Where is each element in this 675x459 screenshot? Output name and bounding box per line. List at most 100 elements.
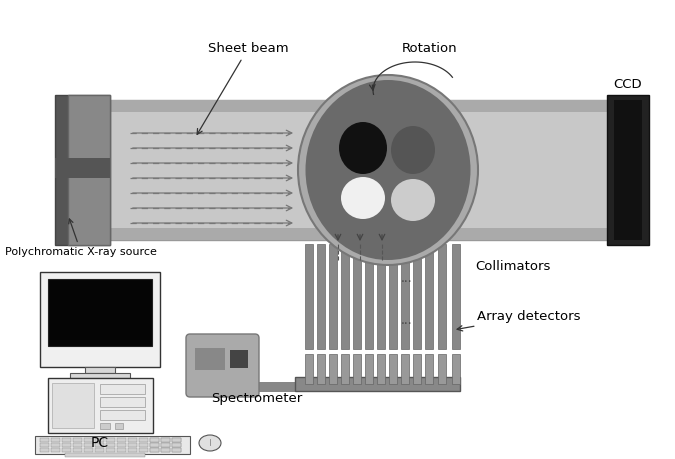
Bar	[614, 100, 642, 240]
Bar	[117, 438, 126, 442]
Bar	[161, 438, 170, 442]
Bar	[139, 448, 148, 452]
Bar	[377, 354, 385, 384]
Bar	[106, 443, 115, 447]
Ellipse shape	[391, 179, 435, 221]
Bar	[68, 228, 613, 240]
Text: ...: ...	[401, 313, 413, 326]
Bar	[84, 438, 93, 442]
Bar	[452, 244, 460, 349]
Bar	[230, 350, 248, 368]
Bar	[51, 448, 60, 452]
Bar	[172, 443, 181, 447]
Bar	[100, 397, 145, 407]
Bar	[161, 443, 170, 447]
Bar	[452, 354, 460, 384]
Bar	[329, 244, 337, 349]
Bar	[353, 354, 361, 384]
Bar	[100, 410, 145, 420]
Bar	[40, 448, 49, 452]
Bar	[62, 443, 71, 447]
Ellipse shape	[298, 75, 478, 265]
Text: PC: PC	[91, 436, 109, 450]
Bar	[117, 448, 126, 452]
Bar	[84, 443, 93, 447]
Bar	[329, 354, 337, 384]
Bar	[106, 448, 115, 452]
Bar	[150, 438, 159, 442]
Bar	[413, 354, 421, 384]
Bar	[100, 423, 110, 429]
Bar	[305, 354, 313, 384]
Bar	[100, 384, 145, 394]
Bar	[438, 244, 446, 349]
Bar	[195, 348, 225, 370]
Bar	[55, 95, 110, 245]
Ellipse shape	[341, 177, 385, 219]
Ellipse shape	[199, 435, 221, 451]
Bar	[106, 438, 115, 442]
Bar	[413, 244, 421, 349]
Bar	[317, 244, 325, 349]
Bar	[62, 438, 71, 442]
Bar	[95, 448, 104, 452]
Bar	[68, 100, 613, 240]
Bar	[68, 95, 110, 245]
Bar	[172, 448, 181, 452]
Bar	[85, 367, 115, 373]
Text: ...: ...	[401, 272, 413, 285]
Bar	[365, 244, 373, 349]
Bar	[377, 244, 385, 349]
Bar	[172, 438, 181, 442]
Text: Sheet beam: Sheet beam	[197, 42, 288, 134]
Bar	[365, 354, 373, 384]
Text: Rotation: Rotation	[402, 42, 458, 55]
Bar	[305, 244, 313, 349]
Bar	[115, 423, 123, 429]
Bar	[425, 354, 433, 384]
Bar	[150, 443, 159, 447]
Bar	[425, 244, 433, 349]
Bar	[150, 448, 159, 452]
Bar	[52, 383, 94, 428]
Ellipse shape	[391, 126, 435, 174]
Bar	[161, 448, 170, 452]
Bar	[401, 244, 409, 349]
Bar	[65, 453, 145, 457]
Bar	[341, 244, 349, 349]
Bar	[73, 438, 82, 442]
Bar	[70, 373, 130, 378]
Text: CCD: CCD	[614, 78, 643, 91]
FancyBboxPatch shape	[186, 334, 259, 397]
Bar	[48, 279, 152, 346]
Bar	[161, 443, 170, 447]
Bar	[73, 448, 82, 452]
Bar	[62, 448, 71, 452]
Bar	[73, 443, 82, 447]
Bar	[128, 438, 137, 442]
Bar	[150, 438, 159, 442]
Bar	[172, 443, 181, 447]
Bar	[353, 244, 361, 349]
Bar	[40, 438, 49, 442]
Bar	[200, 382, 305, 392]
Bar	[607, 95, 649, 245]
Bar	[117, 443, 126, 447]
Bar	[150, 443, 159, 447]
Bar	[84, 448, 93, 452]
Bar	[40, 443, 49, 447]
Bar	[51, 438, 60, 442]
Text: Array detectors: Array detectors	[457, 310, 580, 331]
Bar	[51, 443, 60, 447]
Bar	[35, 436, 190, 454]
Ellipse shape	[339, 122, 387, 174]
Text: Collimators: Collimators	[475, 260, 550, 273]
Bar	[150, 448, 159, 452]
Bar	[95, 438, 104, 442]
Bar	[128, 443, 137, 447]
Ellipse shape	[306, 80, 470, 260]
Bar	[128, 448, 137, 452]
Bar	[295, 377, 460, 391]
Bar	[161, 448, 170, 452]
Text: Spectrometer: Spectrometer	[211, 392, 302, 405]
